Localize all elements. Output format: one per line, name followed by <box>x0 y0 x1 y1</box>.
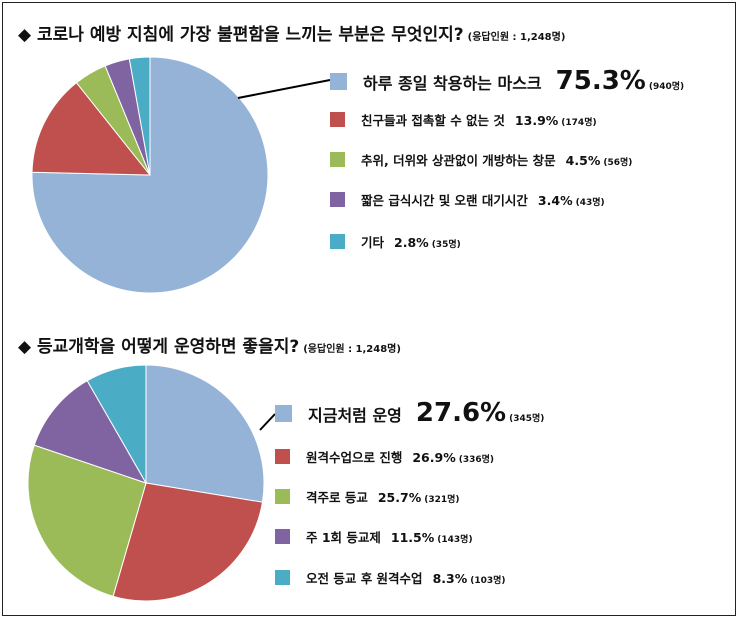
legend-percent: 25.7% <box>377 490 422 505</box>
legend-count: (174명) <box>561 118 597 128</box>
legend-percent: 26.9% <box>412 450 456 465</box>
chart2-legend-item-3: 격주로 등교 25.7% (321명) <box>275 487 460 506</box>
chart1-legend-item-1: 하루 종일 착용하는 마스크 75.3% (940명) <box>330 66 684 96</box>
chart2-slice-1 <box>145 364 265 503</box>
chart2-legend-item-2: 원격수업으로 진행 26.9% (336명) <box>275 447 494 466</box>
chart2-slice-5 <box>86 364 147 485</box>
chart1-slice-2 <box>31 82 152 176</box>
legend-count: (143명) <box>437 535 473 545</box>
legend-swatch <box>275 570 290 585</box>
legend-label: 짧은 급식시간 및 오랜 대기시간 <box>361 193 528 208</box>
chart1-title: ◆ 코로나 예방 지침에 가장 불편함을 느끼는 부분은 무엇인지? (응답인원 … <box>18 20 565 45</box>
chart2-title-text: 등교개학을 어떻게 운영하면 좋을지? <box>37 337 300 357</box>
chart1-legend-item-4: 짧은 급식시간 및 오랜 대기시간 3.4% (43명) <box>330 190 605 209</box>
legend-count: (43명) <box>575 198 605 208</box>
legend-swatch <box>330 112 345 127</box>
legend-swatch <box>275 489 290 504</box>
diamond-bullet-icon: ◆ <box>18 25 37 45</box>
legend-swatch <box>330 192 345 207</box>
chart2-title: ◆ 등교개학을 어떻게 운영하면 좋을지? (응답인원 : 1,248명) <box>18 332 401 357</box>
chart1-legend-item-2: 친구들과 접촉할 수 없는 것 13.9% (174명) <box>330 110 597 129</box>
legend-swatch <box>330 152 345 167</box>
chart1-legend-item-3: 추위, 더위와 상관없이 개방하는 창문 4.5% (56명) <box>330 150 632 169</box>
legend-label: 추위, 더위와 상관없이 개방하는 창문 <box>361 153 556 168</box>
legend-label: 기타 <box>361 235 385 250</box>
chart1-title-text: 코로나 예방 지침에 가장 불편함을 느끼는 부분은 무엇인지? <box>37 25 464 45</box>
legend-swatch <box>275 405 292 422</box>
chart2-legend-item-5: 오전 등교 후 원격수업 8.3% (103명) <box>275 568 506 587</box>
chart1-slice-5 <box>128 56 151 176</box>
legend-swatch <box>330 234 345 249</box>
legend-count: (940명) <box>648 82 685 92</box>
legend-label: 주 1회 등교제 <box>306 530 381 545</box>
legend-swatch <box>275 449 290 464</box>
legend-percent: 4.5% <box>565 153 601 168</box>
legend-count: (56명) <box>603 158 633 168</box>
legend-label: 지금처럼 운영 <box>308 406 402 425</box>
legend-percent: 8.3% <box>432 571 468 586</box>
legend-percent: 27.6% <box>415 398 507 428</box>
chart1-slice-1 <box>31 56 269 294</box>
legend-label: 오전 등교 후 원격수업 <box>306 571 423 586</box>
legend-swatch <box>330 73 347 90</box>
chart2-slice-2 <box>112 482 264 602</box>
diamond-bullet-icon: ◆ <box>18 337 37 357</box>
legend-count: (345명) <box>509 414 545 424</box>
chart2-legend-item-4: 주 1회 등교제 11.5% (143명) <box>275 527 473 546</box>
legend-label: 하루 종일 착용하는 마스크 <box>363 74 542 93</box>
legend-label: 원격수업으로 진행 <box>306 450 403 465</box>
chart1-legend-item-5: 기타 2.8% (35명) <box>330 232 461 251</box>
legend-swatch <box>275 529 290 544</box>
legend-percent: 75.3% <box>555 66 646 96</box>
chart2-slice-4 <box>33 380 148 484</box>
chart1-leader-line <box>237 79 331 99</box>
chart1-respondents: (응답인원 : 1,248명) <box>467 32 566 43</box>
legend-label: 격주로 등교 <box>306 490 368 505</box>
legend-percent: 3.4% <box>537 193 573 208</box>
legend-count: (103명) <box>470 576 506 586</box>
legend-percent: 13.9% <box>514 113 559 128</box>
legend-percent: 11.5% <box>390 530 435 545</box>
chart2-respondents: (응답인원 : 1,248명) <box>303 344 401 355</box>
legend-count: (336명) <box>458 455 495 465</box>
legend-label: 친구들과 접촉할 수 없는 것 <box>361 113 505 128</box>
chart2-leader-line <box>259 413 276 431</box>
legend-count: (321명) <box>424 495 460 505</box>
chart2-slice-3 <box>27 444 147 597</box>
chart2-legend-item-1: 지금처럼 운영 27.6% (345명) <box>275 398 544 428</box>
legend-count: (35명) <box>431 240 461 250</box>
legend-percent: 2.8% <box>394 235 429 250</box>
